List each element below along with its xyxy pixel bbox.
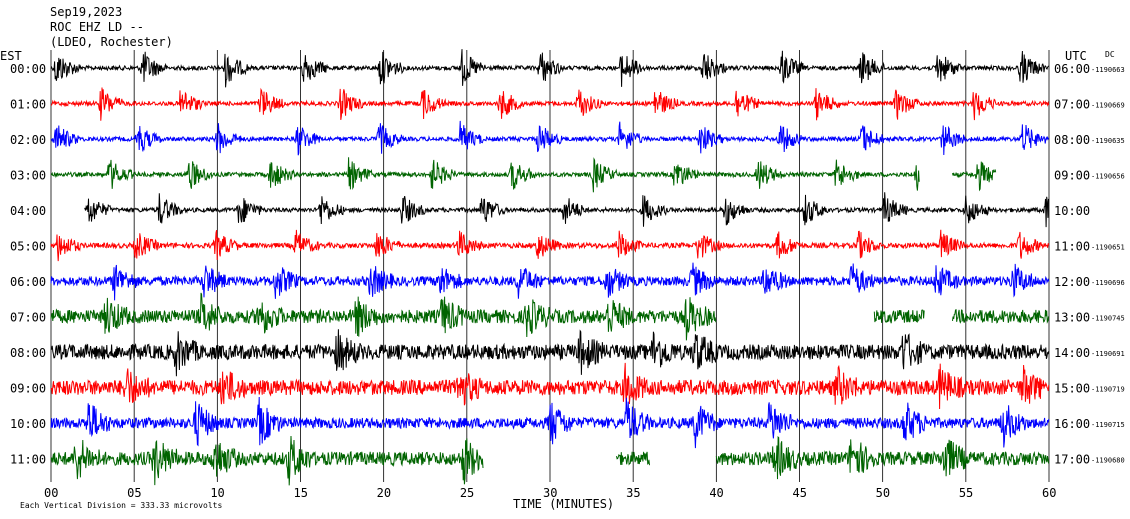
x-tick-label: 45 — [793, 486, 807, 500]
scale-note: Each Vertical Division = 333.33 microvol… — [20, 501, 222, 510]
est-hour-label: 09:00 — [10, 382, 46, 396]
trace-0000-seg0 — [50, 49, 1050, 88]
est-hour-label: 07:00 — [10, 311, 46, 325]
dc-offset-label: -1190719 — [1091, 386, 1125, 394]
left-axis-label: EST — [0, 49, 22, 63]
x-tick-label: 25 — [460, 486, 474, 500]
est-hour-label: 05:00 — [10, 240, 46, 254]
x-tick-label: 15 — [294, 486, 308, 500]
trace-0900-seg0 — [50, 362, 1050, 410]
x-axis-title: TIME (MINUTES) — [513, 497, 614, 511]
trace-0800-seg0 — [50, 329, 1050, 377]
trace-0700-seg2 — [952, 309, 1049, 324]
dc-offset-label: -1190635 — [1091, 137, 1125, 145]
utc-hour-label: 13:00 — [1054, 311, 1090, 325]
dc-offset-label: -1190663 — [1091, 66, 1125, 74]
x-tick-label: 05 — [127, 486, 141, 500]
x-tick-label: 20 — [377, 486, 391, 500]
trace-0600-seg0 — [50, 262, 1050, 301]
x-tick-label: 50 — [876, 486, 890, 500]
est-hour-label: 01:00 — [10, 98, 46, 112]
utc-hour-label: 10:00 — [1054, 204, 1090, 218]
trace-0300-seg1 — [952, 161, 997, 192]
est-hour-label: 00:00 — [10, 62, 46, 76]
x-tick-label: 35 — [626, 486, 640, 500]
dc-offset-label: -1190691 — [1091, 350, 1125, 358]
dc-offset-label: -1190669 — [1091, 102, 1125, 110]
est-hour-label: 11:00 — [10, 453, 46, 467]
dc-label: DC — [1105, 50, 1115, 59]
seismic-traces — [50, 49, 1050, 486]
right-axis-label: UTC — [1065, 49, 1087, 63]
utc-hour-label: 12:00 — [1054, 275, 1090, 289]
utc-hour-label: 16:00 — [1054, 417, 1090, 431]
x-tick-label: 10 — [210, 486, 224, 500]
trace-0700-seg0 — [50, 292, 717, 341]
x-tick-label: 30 — [543, 486, 557, 500]
x-axis-ticks: 00 05 10 15 20 25 30 35 40 45 50 55 60 — [44, 486, 1056, 500]
utc-hour-label: 11:00 — [1054, 240, 1090, 254]
utc-hour-label: 14:00 — [1054, 346, 1090, 360]
utc-hour-label: 17:00 — [1054, 453, 1090, 467]
header-station: ROC EHZ LD -- — [50, 20, 144, 34]
trace-0300-seg0 — [50, 157, 920, 193]
x-tick-label: 40 — [709, 486, 723, 500]
utc-hour-label: 07:00 — [1054, 98, 1090, 112]
minute-gridlines — [50, 50, 1050, 482]
est-hour-label: 10:00 — [10, 417, 46, 431]
x-tick-label: 00 — [44, 486, 58, 500]
utc-hour-label: 15:00 — [1054, 382, 1090, 396]
trace-1100-seg0 — [50, 435, 484, 486]
header-date: Sep19,2023 — [50, 5, 122, 19]
trace-1000-seg0 — [50, 396, 1050, 449]
trace-0500-seg0 — [50, 229, 1050, 262]
trace-1100-seg2 — [715, 436, 1050, 480]
utc-hour-label: 06:00 — [1054, 62, 1090, 76]
dc-offset-label: -1190656 — [1091, 173, 1125, 181]
header-network: (LDEO, Rochester) — [50, 35, 173, 49]
x-tick-label: 55 — [959, 486, 973, 500]
utc-hour-label: 08:00 — [1054, 133, 1090, 147]
dc-offset-label: -1190680 — [1091, 457, 1125, 465]
dc-offset-label: -1190715 — [1091, 421, 1125, 429]
trace-0400-seg0 — [84, 192, 1049, 228]
dc-offset-label: -1190745 — [1091, 315, 1125, 323]
dc-offset-label: -1190651 — [1091, 244, 1125, 252]
dc-offset-label: -1190696 — [1091, 279, 1125, 287]
est-hour-label: 04:00 — [10, 204, 46, 218]
x-tick-label: 60 — [1042, 486, 1056, 500]
trace-0700-seg1 — [873, 309, 925, 324]
est-hour-label: 08:00 — [10, 346, 46, 360]
utc-hour-label: 09:00 — [1054, 169, 1090, 183]
est-hour-label: 06:00 — [10, 275, 46, 289]
trace-0200-seg0 — [50, 120, 1050, 156]
trace-1100-seg1 — [616, 451, 650, 466]
est-hour-label: 02:00 — [10, 133, 46, 147]
est-hour-label: 03:00 — [10, 169, 46, 183]
trace-0100-seg0 — [50, 87, 1050, 121]
